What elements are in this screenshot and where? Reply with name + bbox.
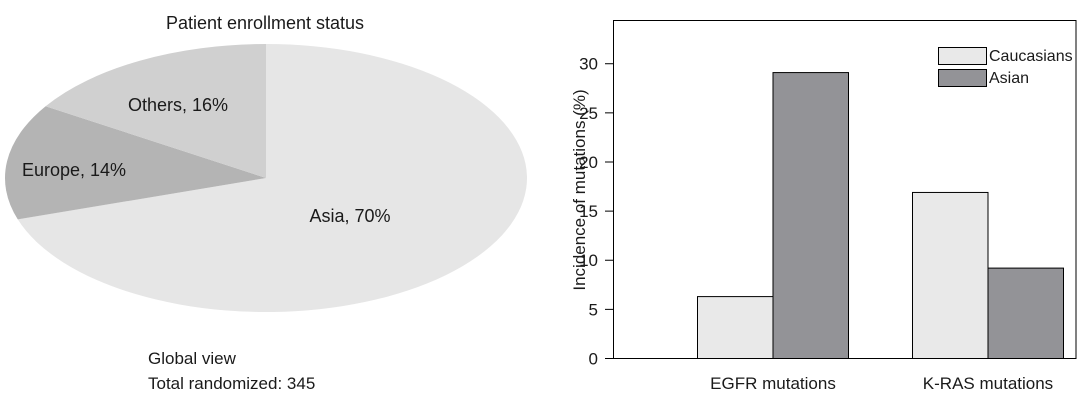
pie-slice-europe xyxy=(4,106,267,220)
y-tick-label-15: 15 xyxy=(579,202,598,221)
pie-chart: Patient enrollment status Asia, 70% Euro… xyxy=(4,13,527,393)
bar-k-ras-mutations-caucasians xyxy=(912,191,989,359)
y-tick-label-10: 10 xyxy=(579,251,598,270)
pie-slice-asia xyxy=(17,44,527,312)
x-tick-label-k-ras-mutations: K-RAS mutations xyxy=(923,374,1053,393)
y-axis-label: Incidence of mutations (%) xyxy=(570,89,589,290)
legend: Caucasians Asian xyxy=(938,47,1073,87)
pie-label-asia: Asia, 70% xyxy=(309,206,390,226)
bars xyxy=(697,72,1064,360)
y-tick-label-5: 5 xyxy=(589,300,598,319)
pie-label-europe: Europe, 14% xyxy=(22,160,126,180)
x-axis-labels: EGFR mutations K-RAS mutations xyxy=(710,374,1053,393)
bar-egfr-mutations-asian xyxy=(772,72,849,360)
pie-label-others: Others, 16% xyxy=(128,95,228,115)
annotation-total-randomized: Total randomized: 345 xyxy=(148,374,315,393)
x-tick-label-egfr-mutations: EGFR mutations xyxy=(710,374,836,393)
legend-label-caucasians: Caucasians xyxy=(989,48,1073,65)
y-tick-label-20: 20 xyxy=(579,153,598,172)
y-tick-label-25: 25 xyxy=(579,104,598,123)
y-tick-label-0: 0 xyxy=(589,350,598,369)
plot-frame xyxy=(613,20,1077,359)
pie-slice-others xyxy=(45,43,266,179)
y-tick-label-30: 30 xyxy=(579,55,598,74)
bar-k-ras-mutations-asian xyxy=(987,267,1064,360)
pie-title: Patient enrollment status xyxy=(166,13,364,33)
pie-slices xyxy=(4,43,527,312)
annotation-global-view: Global view xyxy=(148,349,237,368)
bar-egfr-mutations-caucasians xyxy=(697,296,774,360)
y-axis-ticks: 0 5 10 15 20 25 30 xyxy=(579,55,614,369)
legend-swatch-caucasians xyxy=(938,47,987,65)
legend-label-asian: Asian xyxy=(989,70,1029,87)
legend-swatch-asian xyxy=(938,69,987,87)
